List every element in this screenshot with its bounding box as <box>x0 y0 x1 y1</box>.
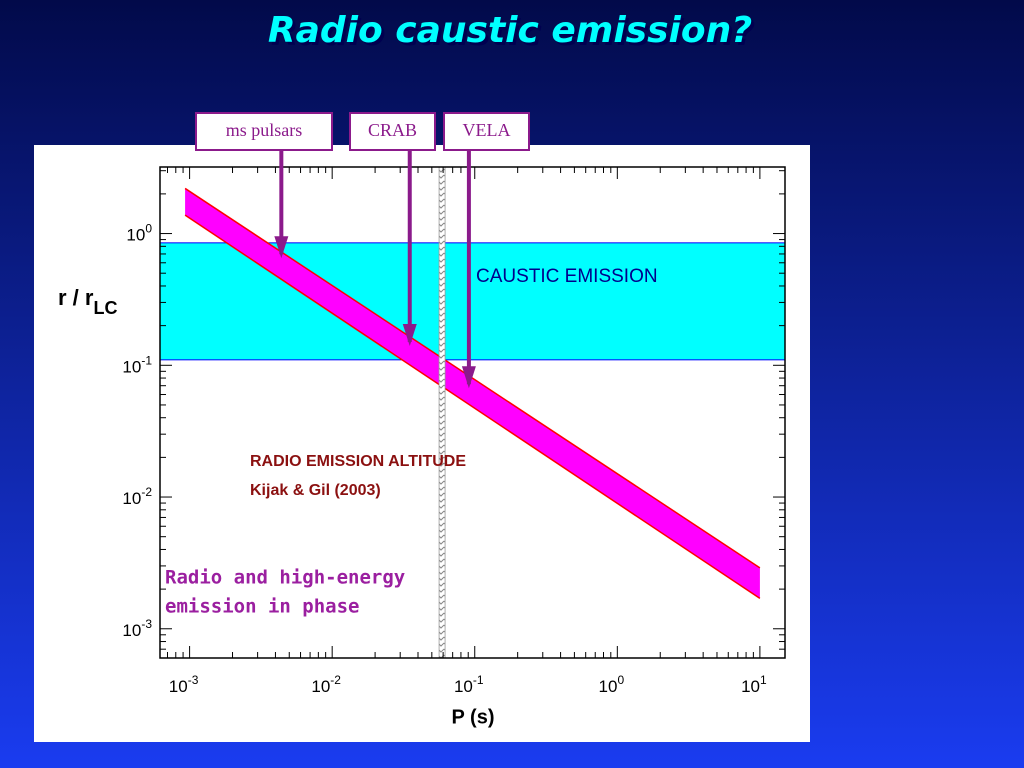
tick-label: 10-1 <box>454 673 484 696</box>
tick-base: 10 <box>169 677 188 696</box>
tick-base: 10 <box>599 677 618 696</box>
pulsar-box <box>195 112 333 151</box>
tick-base: 10 <box>311 677 330 696</box>
tick-base: 10 <box>122 490 141 509</box>
tick-label: 101 <box>741 673 767 696</box>
tick-exponent: -1 <box>141 353 152 367</box>
tick-exponent: -2 <box>330 673 341 687</box>
tick-label: 10-2 <box>122 485 152 508</box>
tick-exponent: -3 <box>141 617 152 631</box>
tick-label: 10-3 <box>169 673 199 696</box>
tick-exponent: 0 <box>145 222 152 236</box>
phase-line <box>438 166 446 659</box>
arrow-head <box>274 236 289 259</box>
tick-label: 100 <box>126 222 152 245</box>
y-label-main: r / r <box>58 285 94 310</box>
title-shadow: Radio caustic emission? <box>271 13 755 54</box>
x-axis-label: P (s) <box>452 706 495 728</box>
phase-note: emission in phase <box>165 596 359 618</box>
pulsar-label: CRAB <box>368 120 417 140</box>
altitude-note: Kijak & Gil (2003) <box>250 482 381 499</box>
tick-base: 10 <box>126 226 145 245</box>
pulsar-label: VELA <box>463 120 511 140</box>
tick-base: 10 <box>122 358 141 377</box>
title: Radio caustic emission? <box>268 10 752 51</box>
axes-frame <box>159 166 786 659</box>
arrow-head <box>461 366 476 389</box>
altitude-note: RADIO EMISSION ALTITUDE <box>250 453 466 470</box>
caustic-label: CAUSTIC EMISSION <box>476 266 658 287</box>
y-axis-label: r / rLC <box>58 285 117 318</box>
tick-base: 10 <box>122 621 141 640</box>
tick-base: 10 <box>454 677 473 696</box>
tick-exponent: -1 <box>473 673 484 687</box>
y-label-sub: LC <box>93 298 117 318</box>
tick-exponent: -3 <box>188 673 199 687</box>
band-edge <box>184 214 761 600</box>
tick-label: 10-2 <box>311 673 341 696</box>
pulsar-box <box>349 112 436 151</box>
tick-label: 10-1 <box>122 353 152 376</box>
tick-exponent: -2 <box>141 485 152 499</box>
tick-label: 10-3 <box>122 617 152 640</box>
phase-note: Radio and high-energy <box>165 567 405 589</box>
emission-band <box>185 188 760 599</box>
tick-exponent: 1 <box>760 673 767 687</box>
arrow-head <box>402 324 417 347</box>
pulsar-box <box>443 112 530 151</box>
tick-exponent: 0 <box>617 673 624 687</box>
tick-label: 100 <box>599 673 625 696</box>
pulsar-label: ms pulsars <box>226 120 303 140</box>
tick-base: 10 <box>741 677 760 696</box>
